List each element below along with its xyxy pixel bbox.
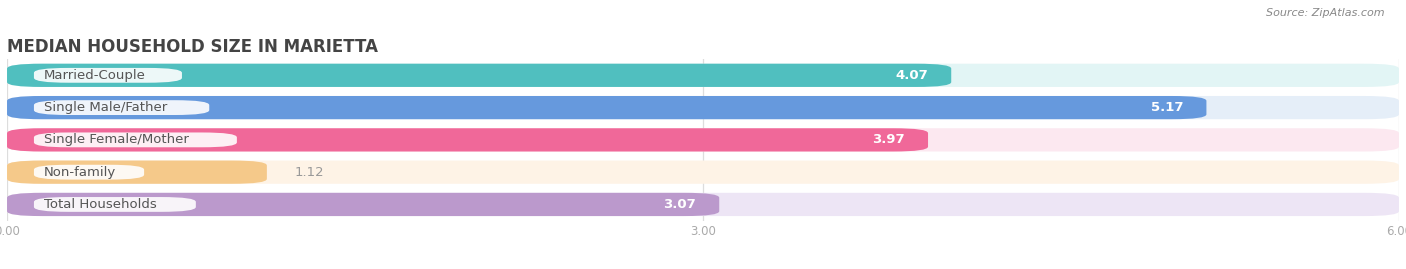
FancyBboxPatch shape xyxy=(7,64,1399,87)
FancyBboxPatch shape xyxy=(7,96,1206,119)
FancyBboxPatch shape xyxy=(34,197,195,212)
Text: MEDIAN HOUSEHOLD SIZE IN MARIETTA: MEDIAN HOUSEHOLD SIZE IN MARIETTA xyxy=(7,38,378,56)
FancyBboxPatch shape xyxy=(34,165,143,180)
FancyBboxPatch shape xyxy=(34,68,181,83)
Text: 1.12: 1.12 xyxy=(295,166,325,179)
Text: 3.07: 3.07 xyxy=(664,198,696,211)
FancyBboxPatch shape xyxy=(7,128,1399,151)
FancyBboxPatch shape xyxy=(7,64,952,87)
FancyBboxPatch shape xyxy=(7,128,928,151)
FancyBboxPatch shape xyxy=(34,132,236,147)
Text: 4.07: 4.07 xyxy=(896,69,928,82)
Text: Source: ZipAtlas.com: Source: ZipAtlas.com xyxy=(1267,8,1385,18)
FancyBboxPatch shape xyxy=(7,161,267,184)
Text: Single Female/Mother: Single Female/Mother xyxy=(44,133,188,146)
Text: Total Households: Total Households xyxy=(44,198,157,211)
FancyBboxPatch shape xyxy=(7,96,1399,119)
Text: Married-Couple: Married-Couple xyxy=(44,69,146,82)
FancyBboxPatch shape xyxy=(7,161,1399,184)
Text: Non-family: Non-family xyxy=(44,166,117,179)
FancyBboxPatch shape xyxy=(7,193,1399,216)
FancyBboxPatch shape xyxy=(7,193,720,216)
Text: 3.97: 3.97 xyxy=(872,133,905,146)
FancyBboxPatch shape xyxy=(34,100,209,115)
Text: Single Male/Father: Single Male/Father xyxy=(44,101,167,114)
Text: 5.17: 5.17 xyxy=(1150,101,1184,114)
